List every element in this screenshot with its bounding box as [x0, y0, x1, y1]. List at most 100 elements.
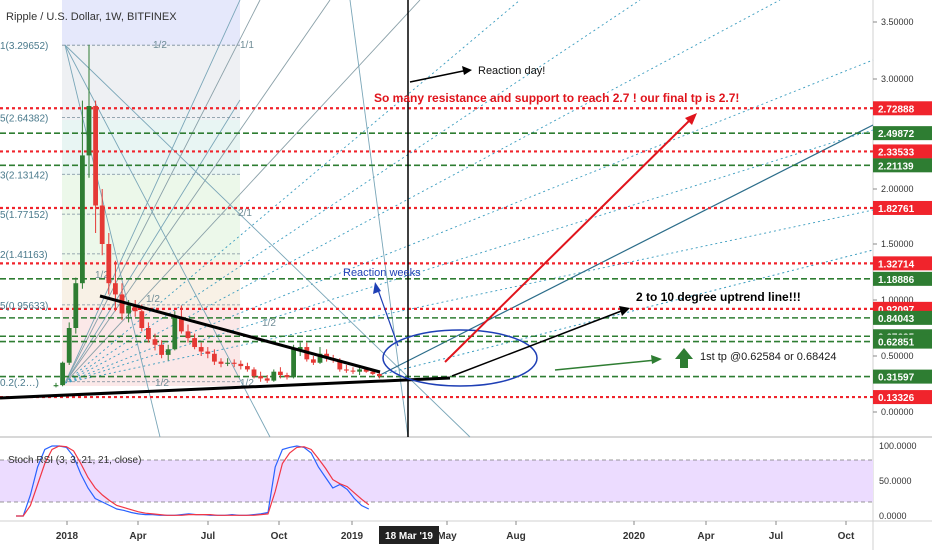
candle-body — [370, 371, 376, 374]
candle-body — [225, 362, 230, 364]
first-tp-text: 1st tp @0.62584 or 0.68424 — [700, 351, 837, 363]
target-arrow-red[interactable] — [444, 113, 697, 363]
candle-body — [258, 376, 263, 379]
candle-body — [205, 351, 211, 354]
reaction-zone-ellipse[interactable] — [382, 329, 538, 387]
price-axis-label: 2.00000 — [881, 184, 914, 194]
fib-level-label: 0.2(.2…) — [0, 378, 39, 389]
candle-body — [271, 371, 277, 381]
candle-body — [165, 349, 171, 355]
candle-body — [317, 353, 323, 363]
stoch-title: Stoch RSI (3, 3, 21, 21, close) — [8, 455, 141, 466]
gann-line — [64, 0, 241, 384]
candle-body — [311, 359, 316, 363]
candle-body — [126, 305, 131, 314]
price-level-label: 0.31597 — [878, 373, 915, 384]
price-level-badge — [873, 200, 932, 215]
main-price-pane[interactable]: 1/2 1/1 2/1 1/2 1/2 1/2 1/2 1/2 1(3.29652) 5(2.6… — [0, 0, 874, 438]
candle-body — [284, 375, 290, 378]
stoch-axis: 100.0000 50.0000 0.0000 — [879, 441, 917, 521]
time-axis-label: Oct — [271, 531, 288, 542]
candle-body — [93, 106, 98, 206]
gann-line — [64, 44, 271, 438]
candle-body — [73, 283, 79, 328]
ascending-trendline[interactable] — [0, 376, 451, 400]
price-level-badge — [873, 271, 932, 286]
candle-body — [297, 347, 303, 350]
reaction-day-arrow[interactable] — [409, 66, 472, 83]
fan-line — [64, 0, 331, 384]
price-level-badge — [873, 334, 932, 349]
candle-body — [350, 370, 356, 372]
candle-body — [218, 361, 224, 364]
candle-body — [357, 369, 362, 372]
price-level-label: 0.92097 — [878, 305, 915, 316]
fan-line — [64, 0, 641, 384]
time-axis-label: 2020 — [623, 531, 646, 542]
price-axis-label: 1.50000 — [881, 239, 914, 249]
first-tp-arrow[interactable] — [554, 355, 662, 371]
time-axis-label: May — [437, 531, 457, 542]
candle-body — [245, 366, 250, 370]
candle-body — [106, 244, 112, 284]
price-level-label: 2.72888 — [878, 104, 915, 115]
descending-trendline[interactable] — [99, 294, 381, 374]
price-level-badge — [873, 256, 932, 271]
candle-body — [159, 344, 164, 355]
time-axis-label: Oct — [838, 531, 855, 542]
price-level-label: 0.13326 — [878, 393, 915, 404]
price-axis-label: 0.00000 — [881, 407, 914, 417]
candle-body — [363, 369, 369, 372]
candle-body — [139, 311, 145, 328]
stoch-band-fill — [0, 460, 873, 502]
candle-body — [132, 305, 138, 312]
candle-body — [99, 205, 105, 244]
gann-label: 1/2 — [95, 270, 109, 281]
uptrend-arrow[interactable] — [451, 306, 630, 377]
fan-line — [64, 0, 521, 384]
fan-line — [64, 0, 261, 384]
candle-body — [291, 349, 296, 378]
price-level-badge — [873, 310, 932, 325]
time-axis-label: Apr — [129, 531, 146, 542]
uptrend-text: 2 to 10 degree uptrend line!!! — [636, 290, 801, 304]
candle-body — [344, 369, 349, 371]
fib-level-label: 1(3.29652) — [0, 41, 48, 52]
price-level-badge — [873, 144, 932, 159]
fib-zone-green — [62, 175, 240, 260]
price-level-badge — [873, 369, 932, 384]
stoch-axis-label: 0.0000 — [879, 511, 907, 521]
price-level-label: 1.32714 — [878, 259, 915, 270]
candle-body — [198, 347, 204, 352]
price-axis-label: 3.00000 — [881, 74, 914, 84]
price-axis-label: 3.50000 — [881, 17, 914, 27]
reaction-day-text: Reaction day! — [478, 65, 545, 77]
stoch-rsi-pane[interactable]: Stoch RSI (3, 3, 21, 21, close) 100.0000… — [0, 441, 917, 521]
price-level-badge — [873, 101, 932, 116]
fibonacci-labels: 1(3.29652) 5(2.64382) 3(2.13142) 5(1.77152)… — [0, 41, 240, 389]
gann-line — [64, 44, 161, 438]
price-level-label: 1.82761 — [878, 204, 915, 215]
gann-label: 1/2 — [262, 318, 276, 329]
gann-label: 2/1 — [238, 208, 252, 219]
resistance-note-text: So many resistance and support to reach … — [374, 91, 739, 105]
chart-title: Ripple / U.S. Dollar, 1W, BITFINEX — [6, 11, 177, 23]
stoch-axis-label: 50.0000 — [879, 476, 912, 486]
candle-body — [278, 371, 283, 376]
reaction-weeks-arrow[interactable] — [373, 282, 399, 347]
price-level-label: 0.62851 — [878, 338, 915, 349]
fib-zone-red — [62, 308, 240, 386]
price-axis-label: 0.50000 — [881, 351, 914, 361]
price-level-lines — [0, 107, 873, 399]
fan-line-solid — [379, 124, 874, 376]
time-axis-label: 2018 — [56, 531, 79, 542]
candle-body — [238, 363, 244, 367]
first-tp-up-icon — [675, 348, 693, 368]
time-axis-label: Jul — [769, 531, 784, 542]
candle-body — [152, 339, 158, 345]
fib-zone-orange — [62, 260, 240, 308]
time-axis-label: Aug — [506, 531, 525, 542]
stoch-lines — [16, 445, 370, 517]
price-level-badge — [873, 390, 932, 405]
